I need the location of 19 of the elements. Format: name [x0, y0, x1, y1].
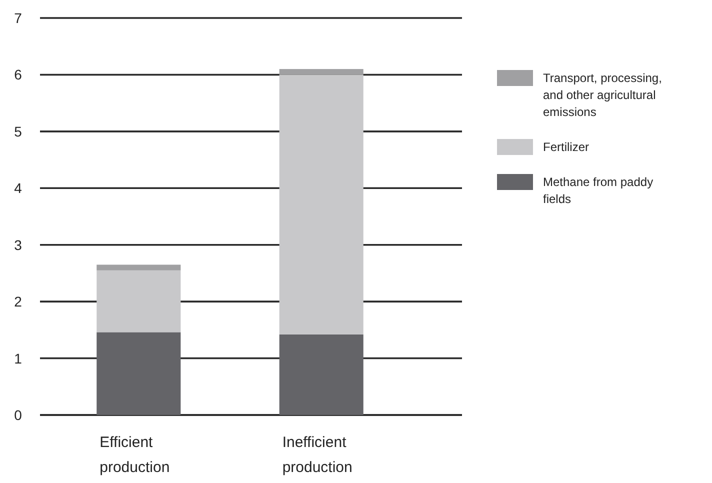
y-tick-label: 5	[14, 123, 22, 140]
legend-label: Fertilizer	[543, 140, 590, 154]
bar	[279, 69, 364, 75]
bar	[96, 264, 181, 270]
y-tick-label: 6	[14, 66, 22, 83]
y-tick-label: 3	[14, 236, 22, 253]
y-tick-label: 7	[14, 10, 22, 26]
bar	[96, 332, 181, 415]
y-tick-label: 2	[14, 294, 22, 310]
y-tick-label: 4	[14, 180, 22, 196]
x-tick-label: Inefficient production	[282, 434, 352, 476]
bar	[96, 270, 181, 332]
y-tick-label: 1	[14, 350, 22, 366]
legend-label: Methane from paddy fields	[543, 175, 654, 206]
x-tick-label: Efficient production	[100, 434, 170, 476]
legend-label: Transport, processing, and other agricultural emissions	[543, 71, 662, 119]
bar	[279, 74, 364, 334]
y-tick-label: 0	[14, 407, 22, 423]
bar	[279, 334, 364, 415]
